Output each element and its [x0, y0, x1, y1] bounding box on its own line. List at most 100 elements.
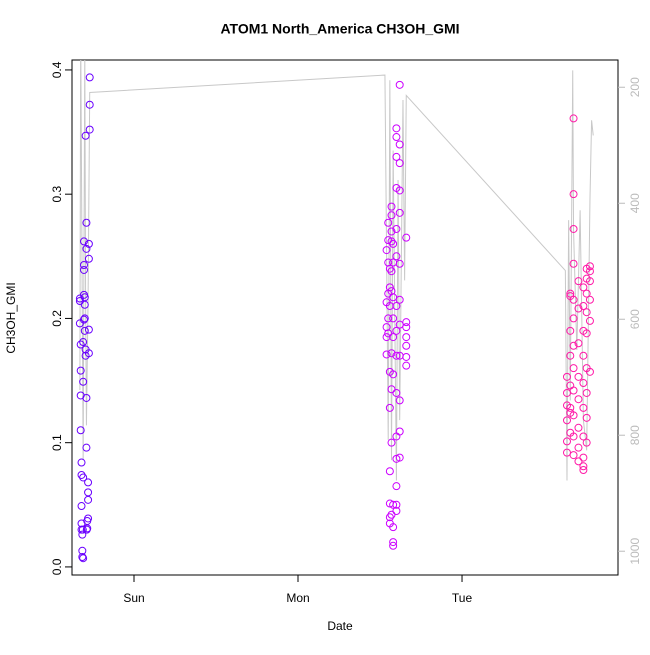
y2-tick-label: 1000 [628, 538, 642, 565]
point [79, 473, 88, 482]
y2-tick-label: 200 [628, 77, 642, 97]
point [387, 227, 396, 236]
point [385, 264, 394, 273]
point [395, 159, 404, 168]
point [395, 80, 404, 89]
point [389, 500, 398, 509]
point [569, 341, 578, 350]
point [579, 462, 588, 471]
point [82, 393, 91, 402]
point [389, 314, 398, 323]
point [392, 507, 401, 516]
point [402, 318, 411, 327]
point [395, 427, 404, 436]
x-tick-label: Mon [286, 591, 309, 605]
point [385, 467, 394, 476]
point [569, 114, 578, 123]
point [574, 304, 583, 313]
point [85, 125, 94, 134]
point [76, 340, 85, 349]
point [389, 333, 398, 342]
point [385, 513, 394, 522]
point [82, 443, 91, 452]
point [79, 338, 88, 347]
point [574, 372, 583, 381]
point [387, 510, 396, 519]
point [392, 252, 401, 261]
point [82, 525, 91, 534]
point [569, 386, 578, 395]
point [582, 329, 591, 338]
point [579, 403, 588, 412]
point [579, 466, 588, 475]
point [569, 190, 578, 199]
point [389, 523, 398, 532]
point [389, 538, 398, 547]
point [392, 224, 401, 233]
point [569, 224, 578, 233]
point [77, 470, 86, 479]
point [76, 366, 85, 375]
point [79, 377, 88, 386]
point [562, 437, 571, 446]
point [387, 237, 396, 246]
point [402, 323, 411, 332]
point [80, 314, 89, 323]
point [569, 314, 578, 323]
point [566, 351, 575, 360]
y2-tick-label: 400 [628, 193, 642, 213]
point [569, 451, 578, 460]
x-tick-label: Tue [452, 591, 473, 605]
point [579, 379, 588, 388]
point [78, 525, 87, 534]
point [382, 246, 391, 255]
point [579, 351, 588, 360]
y2-tick-label: 800 [628, 425, 642, 445]
point [569, 295, 578, 304]
point [395, 140, 404, 149]
point [392, 500, 401, 509]
point [392, 326, 401, 335]
point [387, 438, 396, 447]
point [80, 300, 89, 309]
point [82, 218, 91, 227]
point [582, 388, 591, 397]
point [562, 388, 571, 397]
point [392, 152, 401, 161]
point [569, 411, 578, 420]
point [78, 546, 87, 555]
point [385, 403, 394, 412]
point [569, 432, 578, 441]
point [582, 413, 591, 422]
point [79, 554, 88, 563]
point [402, 361, 411, 370]
point [84, 478, 93, 487]
y2-tick-label: 600 [628, 309, 642, 329]
point [80, 326, 89, 335]
point [84, 495, 93, 504]
y-tick-label: 0.1 [50, 434, 64, 451]
point [78, 530, 87, 539]
point [389, 239, 398, 248]
point [585, 295, 594, 304]
point [574, 277, 583, 286]
point [585, 316, 594, 325]
point [392, 133, 401, 142]
point [389, 541, 398, 550]
point [84, 254, 93, 263]
point [77, 502, 86, 511]
point [579, 283, 588, 292]
y-tick-label: 0.4 [50, 61, 64, 78]
point [385, 283, 394, 292]
point [387, 211, 396, 220]
point [387, 267, 396, 276]
y-axis-label: CH3OH_GMI [4, 282, 18, 353]
point [78, 552, 87, 561]
x-axis-label: Date [327, 619, 353, 633]
point [392, 302, 401, 311]
point [402, 352, 411, 361]
point [395, 208, 404, 217]
point [566, 289, 575, 298]
point [585, 267, 594, 276]
